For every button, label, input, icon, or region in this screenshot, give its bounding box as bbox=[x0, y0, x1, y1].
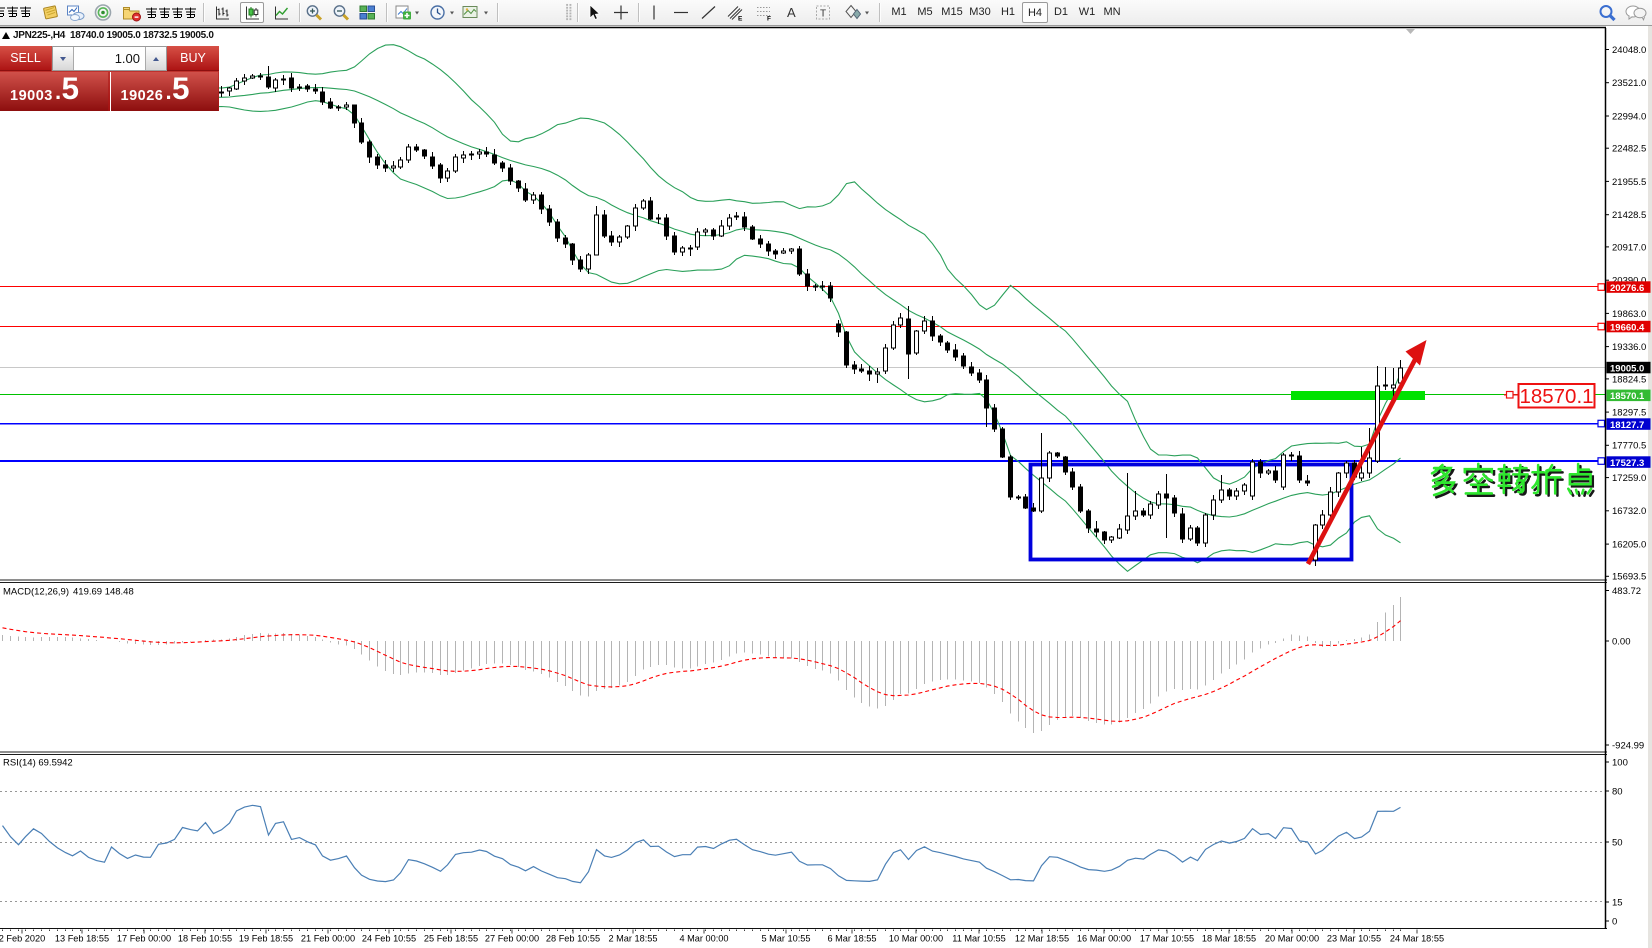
svg-text:23 Mar 10:55: 23 Mar 10:55 bbox=[1327, 934, 1381, 944]
svg-text:19 Feb 18:55: 19 Feb 18:55 bbox=[239, 934, 293, 944]
svg-text:0: 0 bbox=[1612, 916, 1617, 927]
svg-text:20276.6: 20276.6 bbox=[1610, 283, 1644, 294]
svg-text:21 Feb 00:00: 21 Feb 00:00 bbox=[301, 934, 355, 944]
svg-text:12 Mar 18:55: 12 Mar 18:55 bbox=[1015, 934, 1069, 944]
svg-text:18570.1: 18570.1 bbox=[1610, 391, 1645, 402]
svg-text:20917.0: 20917.0 bbox=[1612, 242, 1646, 253]
svg-text:20 Mar 00:00: 20 Mar 00:00 bbox=[1265, 934, 1319, 944]
svg-text:18570.1: 18570.1 bbox=[1519, 385, 1593, 408]
svg-text:50: 50 bbox=[1612, 837, 1623, 848]
svg-text:483.72: 483.72 bbox=[1612, 586, 1641, 597]
svg-text:22482.5: 22482.5 bbox=[1612, 144, 1646, 155]
svg-text:19336.0: 19336.0 bbox=[1612, 342, 1646, 353]
svg-text:17 Mar 10:55: 17 Mar 10:55 bbox=[1140, 934, 1194, 944]
svg-text:17527.3: 17527.3 bbox=[1610, 458, 1644, 469]
svg-text:16205.0: 16205.0 bbox=[1612, 540, 1646, 551]
svg-text:19863.0: 19863.0 bbox=[1612, 309, 1646, 320]
svg-text:18297.5: 18297.5 bbox=[1612, 408, 1646, 419]
svg-text:18127.7: 18127.7 bbox=[1610, 420, 1644, 431]
svg-text:22994.0: 22994.0 bbox=[1612, 111, 1646, 122]
svg-text:419.69 148.48: 419.69 148.48 bbox=[73, 587, 134, 598]
svg-text:11 Mar 10:55: 11 Mar 10:55 bbox=[952, 934, 1005, 944]
svg-text:20390.0: 20390.0 bbox=[1612, 276, 1646, 287]
svg-text:18 Feb 10:55: 18 Feb 10:55 bbox=[178, 934, 232, 944]
svg-text:28 Feb 10:55: 28 Feb 10:55 bbox=[546, 934, 600, 944]
svg-text:24 Mar 18:55: 24 Mar 18:55 bbox=[1390, 934, 1444, 944]
svg-text:23521.0: 23521.0 bbox=[1612, 78, 1646, 89]
svg-text:RSI(14) 69.5942: RSI(14) 69.5942 bbox=[3, 758, 73, 769]
svg-text:MACD(12,26,9): MACD(12,26,9) bbox=[3, 587, 69, 598]
svg-text:16 Mar 00:00: 16 Mar 00:00 bbox=[1077, 934, 1131, 944]
svg-text:4 Mar 00:00: 4 Mar 00:00 bbox=[679, 934, 728, 944]
svg-text:100: 100 bbox=[1612, 757, 1628, 768]
svg-text:27 Feb 00:00: 27 Feb 00:00 bbox=[485, 934, 539, 944]
svg-text:0.00: 0.00 bbox=[1612, 636, 1631, 647]
svg-text:13 Feb 18:55: 13 Feb 18:55 bbox=[55, 934, 109, 944]
svg-text:19660.4: 19660.4 bbox=[1610, 322, 1645, 333]
svg-text:16732.0: 16732.0 bbox=[1612, 506, 1646, 517]
svg-text:17770.5: 17770.5 bbox=[1612, 441, 1646, 452]
svg-text:21955.5: 21955.5 bbox=[1612, 177, 1646, 188]
svg-text:E: E bbox=[738, 16, 743, 23]
svg-text:2 Feb 2020: 2 Feb 2020 bbox=[0, 934, 45, 944]
svg-text:6 Mar 18:55: 6 Mar 18:55 bbox=[827, 934, 876, 944]
svg-text:24 Feb 10:55: 24 Feb 10:55 bbox=[362, 934, 416, 944]
svg-text:17 Feb 00:00: 17 Feb 00:00 bbox=[117, 934, 171, 944]
svg-text:15693.5: 15693.5 bbox=[1612, 572, 1646, 583]
svg-text:15: 15 bbox=[1612, 897, 1623, 908]
svg-text:-924.99: -924.99 bbox=[1612, 740, 1644, 751]
svg-text:F: F bbox=[767, 16, 771, 23]
svg-text:18 Mar 18:55: 18 Mar 18:55 bbox=[1202, 934, 1256, 944]
svg-text:T: T bbox=[820, 9, 826, 20]
svg-text:2 Mar 18:55: 2 Mar 18:55 bbox=[608, 934, 657, 944]
svg-text:80: 80 bbox=[1612, 786, 1623, 797]
svg-text:24048.0: 24048.0 bbox=[1612, 45, 1646, 56]
svg-text:10 Mar 00:00: 10 Mar 00:00 bbox=[889, 934, 943, 944]
svg-text:21428.5: 21428.5 bbox=[1612, 210, 1646, 221]
svg-text:25 Feb 18:55: 25 Feb 18:55 bbox=[424, 934, 478, 944]
svg-text:17259.0: 17259.0 bbox=[1612, 473, 1646, 484]
svg-text:5 Mar 10:55: 5 Mar 10:55 bbox=[761, 934, 810, 944]
svg-text:19005.0: 19005.0 bbox=[1610, 363, 1644, 374]
svg-text:18824.5: 18824.5 bbox=[1612, 374, 1646, 385]
